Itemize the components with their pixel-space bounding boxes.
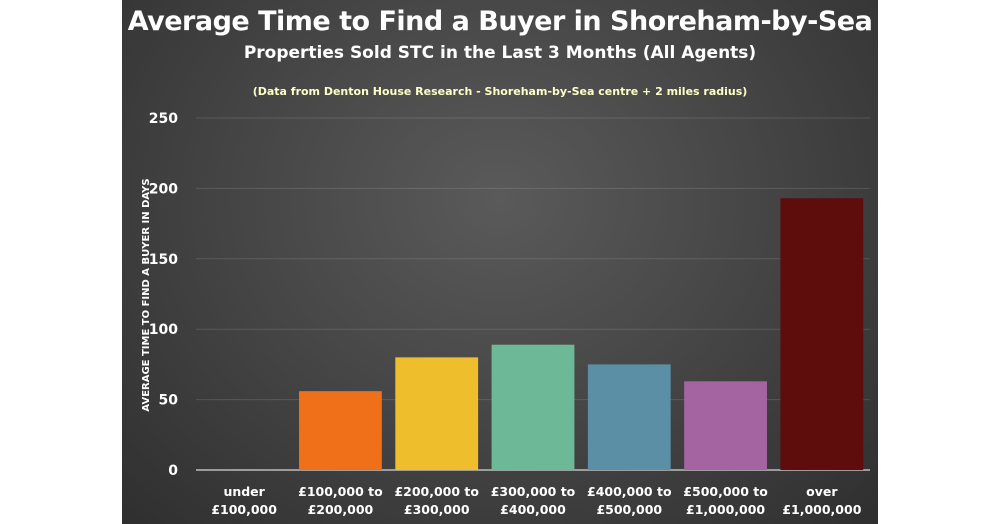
chart-panel: Average Time to Find a Buyer in Shoreham… — [122, 0, 878, 524]
x-category-label: £400,000 to — [587, 484, 672, 499]
y-tick-label: 50 — [159, 393, 179, 409]
x-category-label: £500,000 — [596, 502, 662, 517]
chart-title: Average Time to Find a Buyer in Shoreham… — [127, 6, 873, 37]
x-category-label: £300,000 to — [491, 484, 576, 499]
y-axis-title: AVERAGE TIME TO FIND A BUYER IN DAYS — [141, 178, 152, 411]
bar — [587, 364, 671, 470]
y-tick-label: 150 — [149, 252, 178, 268]
x-category-label: £200,000 — [308, 502, 374, 517]
bar — [299, 391, 382, 470]
x-category-label: £200,000 to — [394, 484, 479, 499]
x-category-label: £500,000 to — [683, 484, 768, 499]
bar — [395, 357, 479, 470]
x-category-label: £300,000 — [404, 502, 470, 517]
x-category-label: under — [223, 484, 265, 499]
source-note: (Data from Denton House Research - Shore… — [252, 85, 748, 98]
x-category-label: £100,000 to — [298, 484, 383, 499]
bar — [491, 344, 575, 470]
x-category-label: over — [806, 484, 838, 499]
x-category-label: £100,000 — [211, 502, 277, 517]
bar — [780, 198, 864, 471]
y-tick-label: 100 — [149, 322, 178, 338]
bar-chart: 0 50 100 150 200 250 under £100,000 £100,000 to… — [141, 111, 870, 517]
y-tick-label: 0 — [168, 463, 178, 479]
bar — [684, 381, 767, 470]
x-category-label: £400,000 — [500, 502, 566, 517]
y-tick-label: 250 — [149, 111, 178, 127]
chart-subtitle: Properties Sold STC in the Last 3 Months… — [243, 43, 757, 63]
y-tick-label: 200 — [149, 181, 178, 197]
x-category-label: £1,000,000 — [686, 502, 765, 517]
x-category-label: £1,000,000 — [782, 502, 861, 517]
